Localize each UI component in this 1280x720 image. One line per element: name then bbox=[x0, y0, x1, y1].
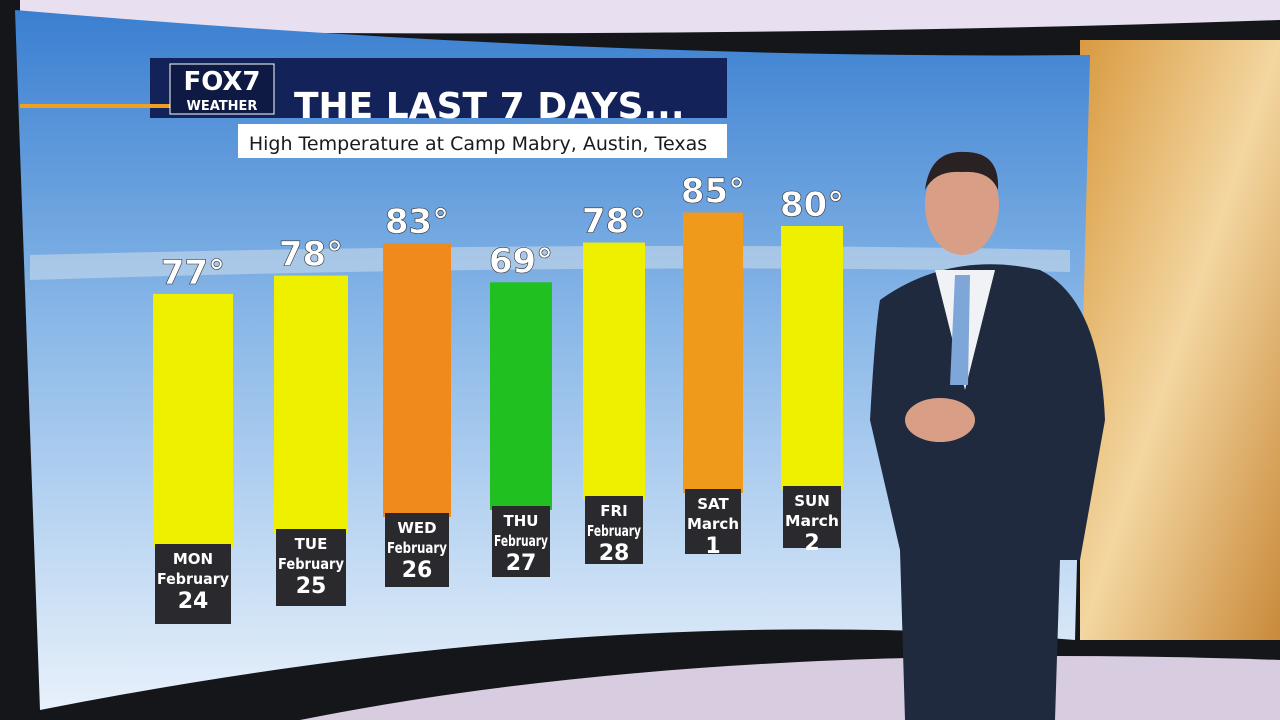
subtitle-bar bbox=[238, 124, 727, 158]
date-label: 24 bbox=[178, 589, 209, 614]
date-label: 27 bbox=[506, 551, 537, 576]
day-label: SAT bbox=[697, 495, 729, 513]
month-label: February bbox=[387, 539, 447, 557]
presenter bbox=[870, 151, 1105, 720]
accent-line bbox=[20, 104, 240, 108]
bar bbox=[383, 243, 451, 517]
day-label: TUE bbox=[295, 535, 328, 553]
date-box bbox=[385, 513, 449, 587]
month-label: March bbox=[785, 512, 839, 530]
date-label: 26 bbox=[402, 558, 433, 583]
bar bbox=[683, 212, 743, 493]
bar bbox=[153, 293, 233, 548]
date-label: 1 bbox=[705, 534, 720, 559]
value-label: 77° bbox=[161, 253, 225, 293]
date-box bbox=[492, 506, 550, 577]
chart-title: THE LAST 7 DAYS... bbox=[294, 86, 685, 127]
date-label: 25 bbox=[296, 574, 327, 599]
month-label: February bbox=[157, 570, 229, 588]
day-label: THU bbox=[504, 512, 539, 530]
bar bbox=[490, 282, 552, 510]
month-label: February bbox=[587, 522, 641, 540]
logo-sub: WEATHER bbox=[187, 99, 258, 114]
value-label: 83° bbox=[385, 202, 449, 242]
month-label: February bbox=[494, 532, 548, 550]
date-box bbox=[276, 529, 346, 606]
bar bbox=[583, 242, 645, 500]
month-label: March bbox=[687, 515, 739, 533]
value-label: 80° bbox=[780, 185, 844, 225]
day-label: SUN bbox=[794, 492, 830, 510]
bar bbox=[781, 226, 843, 490]
value-label: 69° bbox=[489, 241, 553, 281]
date-box bbox=[585, 496, 643, 564]
bar bbox=[274, 275, 348, 533]
date-box bbox=[685, 489, 741, 554]
value-label: 78° bbox=[279, 235, 343, 275]
date-box bbox=[155, 544, 231, 624]
value-label: 85° bbox=[681, 172, 745, 212]
date-label: 2 bbox=[804, 531, 819, 556]
date-label: 28 bbox=[599, 541, 630, 566]
top-light bbox=[20, 0, 1280, 34]
month-label: February bbox=[278, 555, 344, 573]
date-box bbox=[783, 486, 841, 548]
logo: FOX7 bbox=[183, 67, 260, 97]
day-label: WED bbox=[397, 519, 436, 537]
day-label: FRI bbox=[600, 502, 627, 520]
bar-group: 77°MONFebruary2478°TUEFebruary2583°WEDFe… bbox=[153, 171, 844, 624]
logo-box bbox=[169, 63, 275, 115]
day-label: MON bbox=[173, 550, 213, 568]
chart-subtitle: High Temperature at Camp Mabry, Austin, … bbox=[249, 133, 707, 155]
value-label: 78° bbox=[582, 202, 646, 242]
studio-wall bbox=[1080, 40, 1280, 640]
